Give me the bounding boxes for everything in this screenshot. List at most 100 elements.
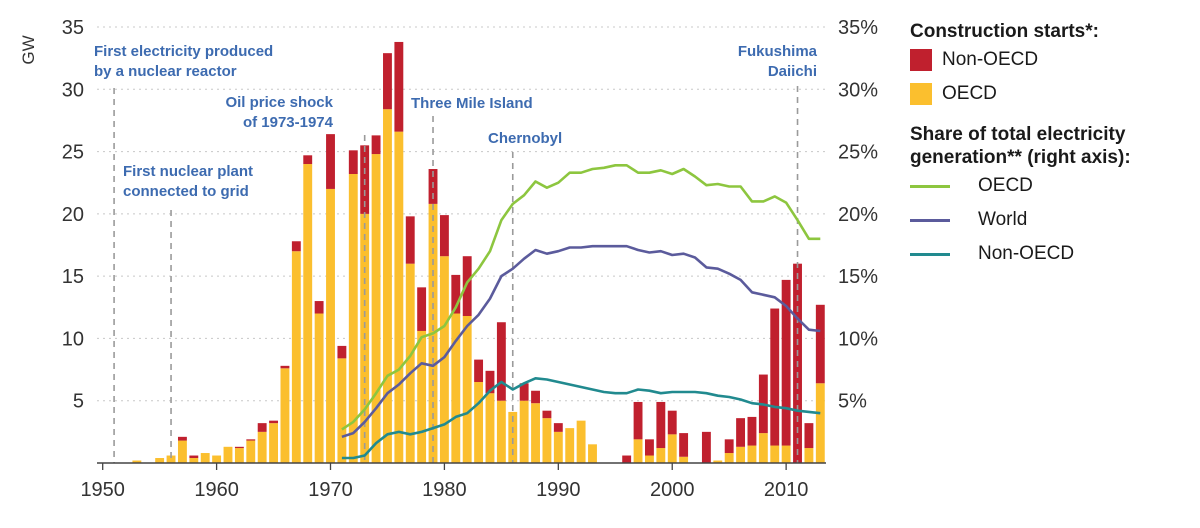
- bar-oecd: [633, 439, 643, 463]
- y2-tick-label: 30%: [838, 79, 878, 101]
- legend-item-oecd-line: OECD: [910, 169, 1195, 203]
- legend-item-non-oecd-bars: Non-OECD: [910, 43, 1195, 77]
- bar-non-oecd: [383, 53, 392, 110]
- x-tick-label: 1980: [422, 479, 467, 501]
- bar-oecd: [337, 358, 347, 463]
- bar-non-oecd: [519, 383, 529, 401]
- bar-oecd: [348, 173, 358, 463]
- bar-oecd: [519, 400, 529, 463]
- bar-non-oecd: [542, 410, 552, 419]
- event-label: Daiichi: [768, 63, 817, 80]
- bar-non-oecd: [234, 446, 244, 449]
- bar-oecd: [758, 433, 768, 463]
- legend-label: Non-OECD: [978, 243, 1075, 264]
- y-tick-label: 25: [62, 142, 84, 164]
- line-non-oecd: [341, 376, 821, 460]
- y-tick-label: 15: [62, 266, 84, 288]
- bar-oecd: [314, 313, 324, 463]
- y2-tick-label: 35%: [838, 17, 878, 39]
- bar-oecd: [679, 456, 689, 463]
- bar-oecd: [371, 154, 381, 463]
- bar-non-oecd: [291, 241, 301, 252]
- x-tick-label: 2010: [764, 479, 809, 501]
- bar-non-oecd: [485, 370, 495, 394]
- bar-oecd: [747, 445, 757, 463]
- legend-item-non-oecd-line: Non-OECD: [910, 237, 1195, 271]
- bar-non-oecd: [474, 359, 484, 383]
- construction-legend-title: Construction starts*:: [910, 21, 1099, 42]
- bar-oecd: [781, 445, 791, 463]
- legend-item-oecd-bars: OECD: [910, 77, 1195, 111]
- bar-oecd: [656, 448, 666, 463]
- bar-oecd: [155, 458, 165, 463]
- bar-oecd: [132, 460, 142, 463]
- bar-non-oecd: [622, 455, 632, 463]
- legend-item-world-line: World: [910, 203, 1195, 237]
- bar-oecd: [303, 164, 313, 463]
- y-tick-label: 10: [62, 328, 84, 350]
- bar-non-oecd: [496, 322, 506, 401]
- bar-non-oecd: [177, 436, 187, 441]
- y2-tick-label: 25%: [838, 142, 878, 164]
- bar-non-oecd: [462, 256, 472, 317]
- bar-oecd: [439, 256, 449, 463]
- legend-label: Non-OECD: [942, 49, 1039, 70]
- y-tick-label: 30: [62, 79, 84, 101]
- bar-non-oecd: [736, 418, 746, 447]
- share-lines: [341, 164, 821, 460]
- event-label: Oil price shock: [225, 94, 333, 111]
- bar-oecd: [496, 400, 506, 463]
- nuclear-chart: First electricity produced by a nuclear r…: [19, 17, 878, 501]
- bar-oecd: [223, 446, 233, 463]
- x-tick-label: 1960: [194, 479, 239, 501]
- oecd-line-swatch: [910, 184, 950, 188]
- bar-oecd: [246, 440, 256, 463]
- bar-oecd: [815, 383, 825, 463]
- bar-oecd: [234, 448, 244, 463]
- oecd-swatch: [910, 83, 932, 105]
- bar-oecd: [485, 393, 495, 463]
- bar-oecd: [326, 188, 335, 463]
- y-tick-label: 5: [73, 391, 84, 413]
- y2-tick-label: 5%: [838, 391, 867, 413]
- bar-oecd: [713, 460, 723, 463]
- bar-non-oecd: [531, 390, 540, 404]
- bar-non-oecd: [189, 455, 199, 459]
- line-oecd: [341, 164, 821, 431]
- bar-non-oecd: [815, 304, 825, 384]
- bar-non-oecd: [645, 439, 654, 456]
- event-label: First nuclear plant: [123, 163, 253, 180]
- bar-non-oecd: [371, 135, 381, 155]
- non-oecd-line-swatch: [910, 252, 950, 256]
- bar-oecd: [770, 445, 780, 463]
- world-line-swatch: [910, 218, 950, 222]
- bar-non-oecd: [417, 287, 427, 331]
- bar-oecd: [405, 263, 415, 463]
- bar-non-oecd: [804, 423, 814, 449]
- event-label: Chernobyl: [488, 130, 562, 147]
- bar-oecd: [291, 251, 301, 463]
- bar-oecd: [667, 434, 677, 463]
- bar-oecd: [166, 455, 176, 463]
- bar-non-oecd: [246, 439, 256, 441]
- bar-non-oecd: [394, 41, 404, 132]
- event-label: Fukushima: [738, 43, 818, 60]
- bar-oecd: [588, 444, 597, 463]
- bar-oecd: [508, 411, 518, 463]
- share-legend-title-1: Share of total electricity: [910, 124, 1126, 145]
- y-tick-label: 35: [62, 17, 84, 39]
- gridlines: [97, 26, 826, 402]
- bar-oecd: [200, 453, 210, 463]
- x-tick-label: 1950: [80, 479, 125, 501]
- bar-oecd: [177, 440, 187, 463]
- bar-non-oecd: [314, 301, 324, 314]
- bar-oecd: [645, 455, 654, 463]
- bar-oecd: [383, 109, 392, 464]
- bar-oecd: [531, 403, 540, 463]
- bar-non-oecd: [633, 401, 643, 440]
- bar-non-oecd: [667, 410, 677, 435]
- bar-non-oecd: [451, 274, 461, 314]
- bar-oecd: [269, 423, 278, 463]
- bar-oecd: [462, 316, 472, 463]
- bar-oecd: [280, 368, 290, 463]
